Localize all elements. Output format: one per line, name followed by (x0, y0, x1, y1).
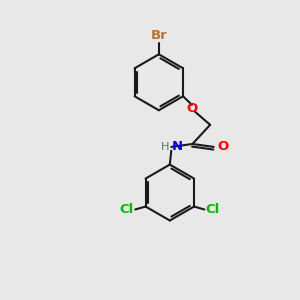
Text: O: O (218, 140, 229, 153)
Text: Cl: Cl (206, 203, 220, 216)
Text: Cl: Cl (120, 203, 134, 216)
Text: O: O (187, 102, 198, 115)
Text: Br: Br (151, 29, 167, 42)
Text: N: N (172, 140, 183, 153)
Text: H: H (160, 142, 169, 152)
